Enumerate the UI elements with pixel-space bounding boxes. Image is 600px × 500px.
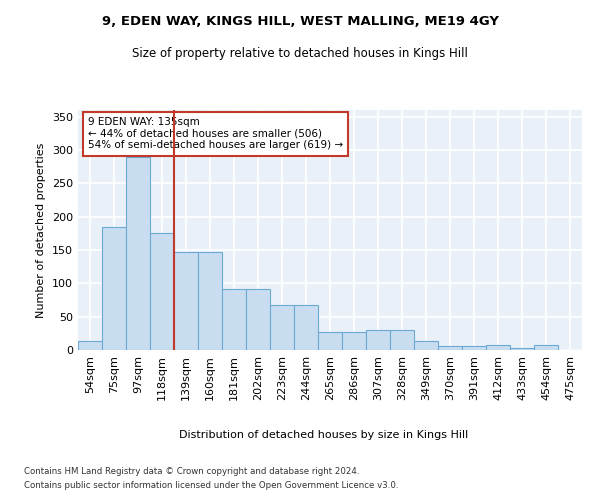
Text: Contains HM Land Registry data © Crown copyright and database right 2024.: Contains HM Land Registry data © Crown c… <box>24 468 359 476</box>
Bar <box>438 346 462 350</box>
Bar <box>270 304 294 350</box>
Bar <box>390 330 414 350</box>
Bar <box>246 288 270 350</box>
Text: Contains public sector information licensed under the Open Government Licence v3: Contains public sector information licen… <box>24 481 398 490</box>
Bar <box>486 344 510 350</box>
Bar <box>318 332 342 350</box>
Bar <box>150 234 174 350</box>
Bar <box>510 348 534 350</box>
Bar <box>78 342 102 350</box>
Bar <box>126 156 150 350</box>
Bar <box>414 340 438 350</box>
Text: 9, EDEN WAY, KINGS HILL, WEST MALLING, ME19 4GY: 9, EDEN WAY, KINGS HILL, WEST MALLING, M… <box>101 15 499 28</box>
Bar <box>462 346 486 350</box>
Bar <box>222 288 246 350</box>
Bar <box>198 252 222 350</box>
Y-axis label: Number of detached properties: Number of detached properties <box>37 142 46 318</box>
Bar <box>102 226 126 350</box>
Bar <box>534 346 558 350</box>
Text: Size of property relative to detached houses in Kings Hill: Size of property relative to detached ho… <box>132 48 468 60</box>
Bar <box>174 252 198 350</box>
Bar <box>294 304 318 350</box>
Bar <box>366 330 390 350</box>
Bar <box>342 332 366 350</box>
Text: 9 EDEN WAY: 135sqm
← 44% of detached houses are smaller (506)
54% of semi-detach: 9 EDEN WAY: 135sqm ← 44% of detached hou… <box>88 117 343 150</box>
Text: Distribution of detached houses by size in Kings Hill: Distribution of detached houses by size … <box>179 430 469 440</box>
